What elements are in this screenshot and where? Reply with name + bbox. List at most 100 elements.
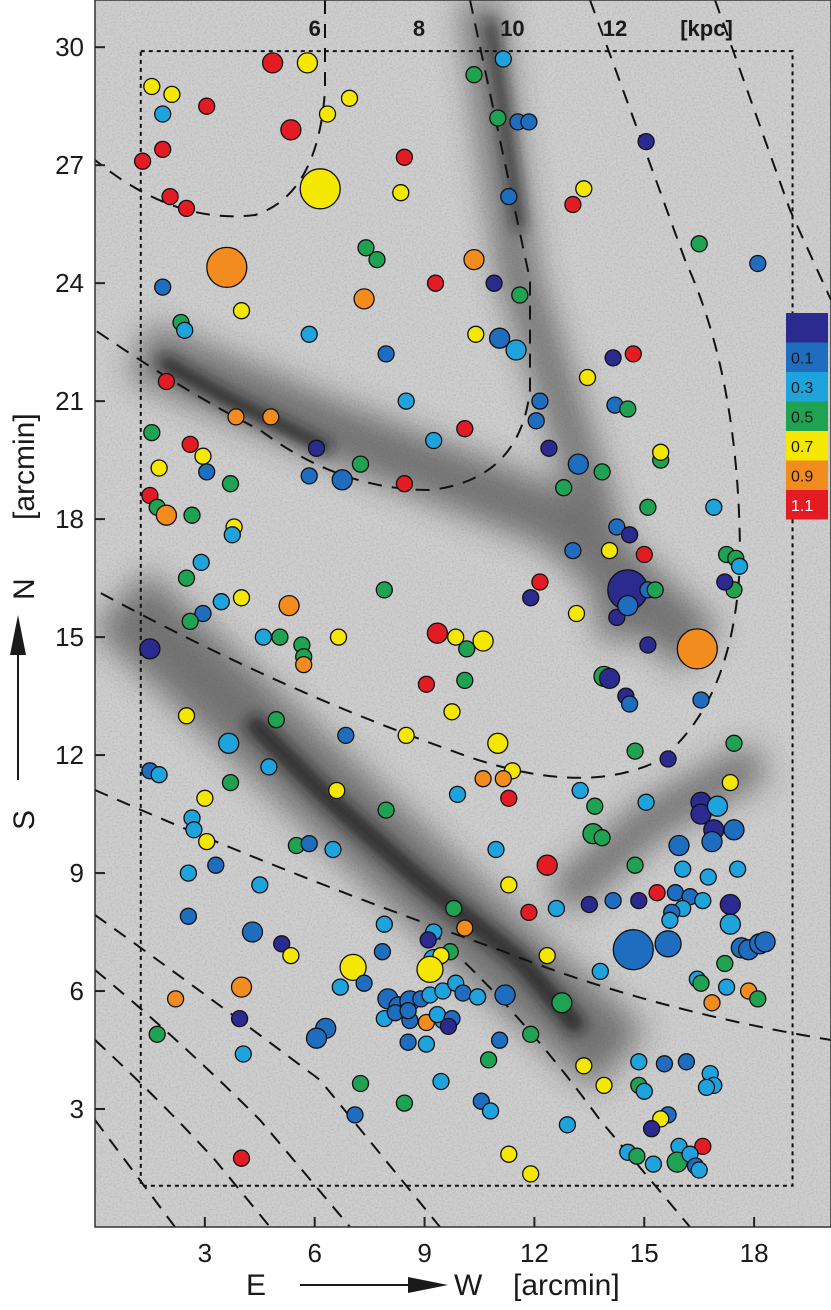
star-marker <box>198 463 216 481</box>
star-marker <box>340 89 359 107</box>
star-marker <box>375 581 393 599</box>
star-marker <box>472 630 494 652</box>
x-axis-unit: [arcmin] <box>513 1269 620 1302</box>
star-marker <box>207 856 225 874</box>
star-marker <box>194 447 212 465</box>
x-axis-right-label: W <box>454 1269 483 1302</box>
star-marker <box>717 978 736 996</box>
contour-line <box>714 0 831 301</box>
star-marker <box>639 498 657 516</box>
star-marker <box>485 274 503 292</box>
star-marker <box>716 573 734 591</box>
x-tick-label: 18 <box>740 1238 769 1268</box>
star-marker <box>456 919 474 937</box>
star-marker <box>324 840 342 859</box>
star-marker <box>425 431 443 450</box>
star-marker <box>456 420 474 438</box>
star-marker <box>644 1155 663 1173</box>
y-tick-label: 9 <box>70 858 84 888</box>
star-marker <box>637 793 655 811</box>
star-marker <box>494 770 512 788</box>
star-marker <box>488 327 511 349</box>
star-marker <box>295 655 313 674</box>
star-marker <box>690 1161 708 1179</box>
star-marker <box>419 931 437 949</box>
star-marker <box>296 52 319 74</box>
star-marker <box>620 526 639 544</box>
x-tick-label: 12 <box>520 1238 549 1268</box>
star-marker <box>624 345 642 363</box>
star-marker <box>626 742 644 760</box>
colorbar-swatch <box>786 460 828 490</box>
star-marker <box>218 732 240 754</box>
star-markers <box>133 50 776 1183</box>
star-marker <box>434 982 452 1000</box>
star-marker <box>183 506 201 524</box>
star-marker <box>163 85 181 104</box>
star-marker <box>697 1078 716 1097</box>
star-marker <box>749 990 767 1008</box>
star-marker <box>416 955 444 984</box>
star-marker <box>337 726 355 745</box>
star-marker <box>328 781 346 800</box>
star-marker <box>176 321 194 339</box>
star-marker <box>637 132 655 151</box>
star-marker <box>305 1027 328 1049</box>
star-marker <box>445 899 463 918</box>
y-axis-arrow-head <box>10 615 26 655</box>
star-marker <box>143 77 161 96</box>
axis-ticks: 3 6 9 12 15 18 3 6 9 12 15 18 21 24 27 30 <box>55 32 768 1268</box>
colorbar-swatch <box>786 401 828 431</box>
star-marker <box>395 148 414 166</box>
star-marker <box>494 50 512 68</box>
star-marker <box>608 518 626 536</box>
star-marker <box>307 439 326 457</box>
star-marker <box>260 758 278 776</box>
y-tick-label: 18 <box>55 504 84 534</box>
star-marker <box>701 830 723 853</box>
star-marker <box>467 325 485 343</box>
star-marker <box>500 1145 518 1163</box>
y-tick-label: 15 <box>55 622 84 652</box>
plot-frame <box>94 0 831 1228</box>
star-marker <box>728 860 747 878</box>
star-marker <box>395 1094 414 1112</box>
star-marker <box>150 459 168 477</box>
star-marker <box>181 435 199 454</box>
star-marker <box>598 667 621 690</box>
star-marker <box>439 1017 458 1036</box>
x-tick-label: 6 <box>307 1238 321 1268</box>
star-marker <box>522 1025 540 1043</box>
star-marker <box>458 640 476 658</box>
star-marker <box>639 636 657 654</box>
x-tick-label: 9 <box>417 1238 431 1268</box>
y-axis-title: [arcmin] N S <box>8 413 41 830</box>
star-marker <box>558 1116 577 1134</box>
star-marker <box>267 711 285 729</box>
star-marker <box>282 946 300 965</box>
survey-box-outline <box>139 50 794 1187</box>
star-marker <box>536 854 558 876</box>
star-marker <box>620 695 639 713</box>
star-marker <box>223 526 241 544</box>
x-axis-left-label: E <box>246 1269 266 1302</box>
star-marker <box>373 943 392 961</box>
star-marker <box>487 840 505 859</box>
star-marker <box>331 469 353 491</box>
star-marker <box>551 992 573 1014</box>
star-marker <box>677 1053 696 1071</box>
star-marker <box>531 573 549 591</box>
star-marker <box>500 187 518 206</box>
star-marker <box>179 864 198 882</box>
star-marker <box>465 66 483 84</box>
star-marker <box>575 180 593 198</box>
star-marker <box>520 113 538 131</box>
star-marker <box>221 475 240 493</box>
star-marker <box>377 801 395 819</box>
star-marker <box>489 109 507 127</box>
star-marker <box>500 876 518 894</box>
star-marker <box>705 498 723 516</box>
star-marker <box>351 455 370 473</box>
star-marker <box>692 974 710 992</box>
star-marker <box>397 392 415 410</box>
